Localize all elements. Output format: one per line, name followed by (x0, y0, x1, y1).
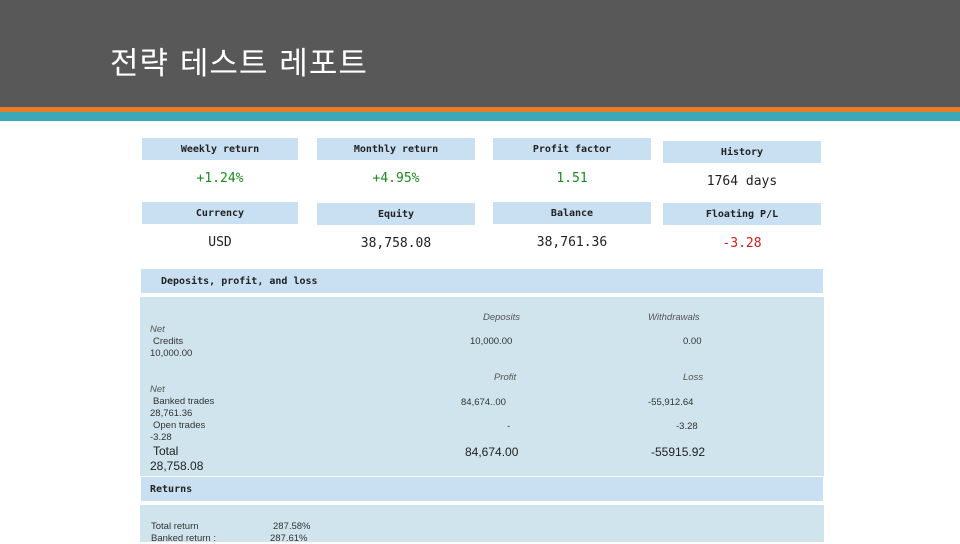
loss-column-header: Loss (683, 372, 704, 383)
currency-value: USD (141, 228, 299, 256)
total-amount: 28,758.08 (150, 459, 204, 473)
deposits-value: 10,000.00 (470, 336, 513, 347)
total-return-value: 287.58% (273, 521, 311, 532)
equity-value: 38,758.08 (316, 229, 476, 257)
withdrawals-value: 0.00 (683, 336, 702, 347)
balance-value: 38,761.36 (492, 228, 652, 256)
total-loss-value: -55915.92 (651, 445, 706, 459)
banked-trades-label: Banked trades (153, 396, 215, 407)
history-label: History (662, 140, 822, 164)
total-label: Total (153, 444, 179, 458)
returns-panel: Total return 287.58% Banked return : 287… (140, 503, 824, 544)
balance-label: Balance (492, 201, 652, 225)
profit-factor-label: Profit factor (492, 137, 652, 161)
total-profit-value: 84,674.00 (465, 445, 519, 459)
profit-column-header: Profit (494, 372, 517, 383)
weekly-return-label: Weekly return (141, 137, 299, 161)
net-label: Net (150, 324, 165, 335)
profit-factor-value: 1.51 (492, 164, 652, 192)
floating-pl-value: -3.28 (662, 229, 822, 257)
floating-pl-label: Floating P/L (662, 202, 822, 226)
slide-header (0, 0, 960, 107)
net2-label: Net (150, 384, 165, 395)
monthly-return-label: Monthly return (316, 137, 476, 161)
accent-band-teal (0, 112, 960, 121)
withdrawals-column-header: Withdrawals (648, 312, 700, 323)
open-trades-label: Open trades (153, 420, 206, 431)
banked-loss-value: -55,912.64 (648, 397, 694, 408)
returns-section-heading: Returns (140, 476, 824, 502)
credits-amount: 10,000.00 (150, 348, 193, 359)
deposits-panel: Deposits Withdrawals Net Credits 10,000.… (140, 295, 824, 476)
credits-label: Credits (153, 336, 184, 347)
currency-label: Currency (141, 201, 299, 225)
open-trades-amount: -3.28 (150, 432, 172, 443)
open-profit-value: - (507, 421, 511, 432)
equity-label: Equity (316, 202, 476, 226)
banked-return-label: Banked return : (151, 533, 216, 544)
total-return-label: Total return (151, 521, 199, 532)
page-title: 전략 테스트 레포트 (110, 46, 368, 82)
weekly-return-value: +1.24% (141, 164, 299, 192)
monthly-return-value: +4.95% (316, 164, 476, 192)
banked-return-value: 287.61% (270, 533, 308, 544)
deposits-column-header: Deposits (483, 312, 520, 323)
banked-trades-amount: 28,761.36 (150, 408, 193, 419)
deposits-section-heading: Deposits, profit, and loss (140, 268, 824, 294)
accent-band-orange (0, 107, 960, 112)
open-loss-value: -3.28 (676, 421, 698, 432)
history-value: 1764 days (662, 167, 822, 195)
banked-profit-value: 84,674..00 (461, 397, 506, 408)
